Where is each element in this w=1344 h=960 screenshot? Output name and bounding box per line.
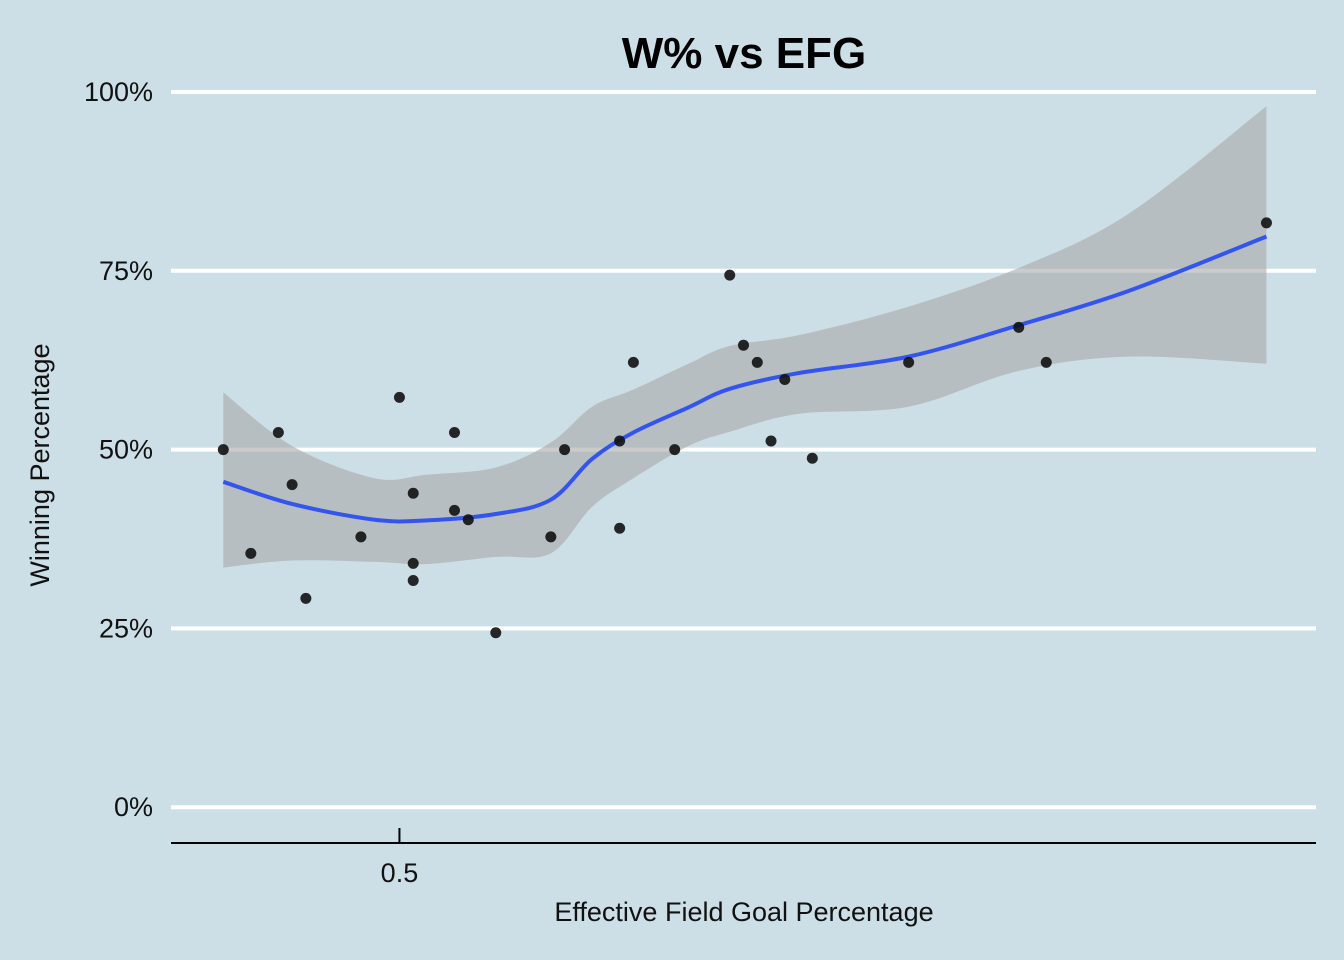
data-point-25	[806, 452, 818, 464]
smooth-line	[222, 234, 1268, 524]
points-layer	[217, 217, 1272, 639]
y-tick-labels: 0% 25% 50% 75% 100%	[84, 77, 153, 822]
data-point-1	[245, 547, 257, 559]
data-point-24	[779, 374, 791, 386]
y-tick-label-4: 100%	[84, 77, 153, 107]
data-point-10	[448, 426, 460, 438]
x-axis-title: Effective Field Goal Percentage	[554, 897, 933, 927]
data-point-21	[738, 339, 749, 351]
data-point-8	[407, 557, 419, 569]
data-point-18	[627, 356, 639, 368]
data-point-0	[217, 444, 229, 456]
data-point-9	[407, 575, 419, 587]
data-point-27	[1013, 321, 1025, 333]
data-point-17	[614, 522, 626, 534]
smooth-line-layer	[222, 234, 1268, 524]
data-point-29	[1260, 217, 1272, 229]
confidence-ribbon	[223, 106, 1267, 568]
y-tick-label-3: 75%	[99, 256, 153, 286]
y-tick-label-1: 25%	[99, 613, 153, 643]
x-ticks: 0.5	[381, 828, 419, 888]
confidence-ribbon-layer	[223, 106, 1267, 568]
data-point-19	[669, 444, 681, 456]
data-point-14	[545, 531, 557, 543]
data-point-26	[903, 356, 915, 368]
data-point-2	[272, 426, 284, 438]
data-point-3	[286, 479, 298, 491]
y-axis-title: Winning Percentage	[25, 343, 55, 586]
data-point-13	[490, 627, 502, 639]
y-tick-label-0: 0%	[114, 792, 153, 822]
chart-title: W% vs EFG	[622, 29, 867, 78]
data-point-7	[407, 487, 419, 499]
data-point-6	[393, 391, 405, 403]
data-point-15	[559, 444, 571, 456]
data-point-11	[448, 504, 460, 516]
grid-lines	[171, 90, 1316, 810]
data-point-12	[462, 514, 474, 526]
data-point-16	[614, 435, 626, 447]
data-point-23	[765, 435, 777, 447]
data-point-22	[751, 356, 763, 368]
data-point-28	[1040, 356, 1052, 368]
x-tick-label-0: 0.5	[381, 858, 419, 888]
y-tick-label-2: 50%	[99, 435, 153, 465]
data-point-4	[300, 592, 312, 604]
data-point-20	[724, 269, 736, 281]
data-point-5	[355, 531, 367, 543]
